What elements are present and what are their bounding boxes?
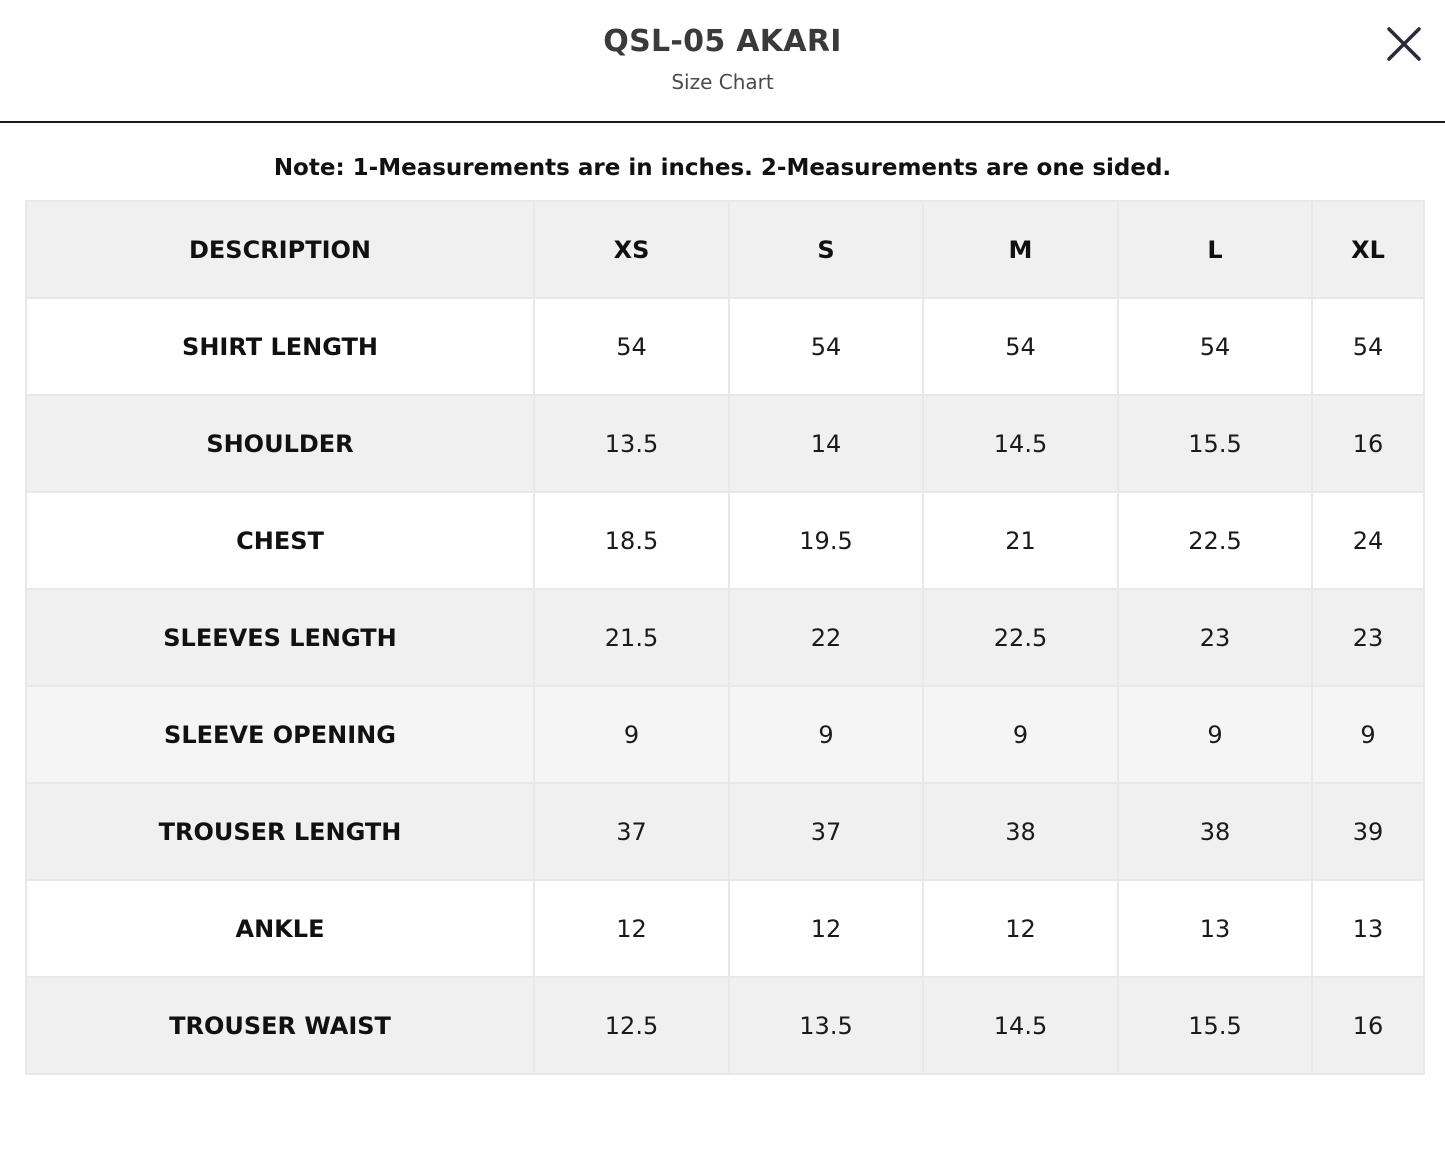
close-button[interactable] — [1385, 25, 1423, 63]
row-label: ANKLE — [25, 879, 535, 978]
table-cell: 15.5 — [1117, 976, 1313, 1075]
table-cell: 22 — [728, 588, 924, 687]
column-header-xl: XL — [1311, 200, 1425, 299]
table-cell: 13.5 — [728, 976, 924, 1075]
table-cell: 9 — [922, 685, 1119, 784]
table-cell: 12 — [728, 879, 924, 978]
table-cell: 16 — [1311, 976, 1425, 1075]
table-cell: 19.5 — [728, 491, 924, 590]
table-cell: 38 — [922, 782, 1119, 881]
close-icon — [1387, 27, 1421, 61]
table-cell: 23 — [1311, 588, 1425, 687]
table-cell: 12 — [922, 879, 1119, 978]
table-cell: 37 — [533, 782, 730, 881]
column-header-xs: XS — [533, 200, 730, 299]
table-cell: 9 — [533, 685, 730, 784]
table-cell: 54 — [533, 297, 730, 396]
row-label: SHIRT LENGTH — [25, 297, 535, 396]
table-cell: 9 — [1117, 685, 1313, 784]
table-cell: 12 — [533, 879, 730, 978]
column-header-m: M — [922, 200, 1119, 299]
table-cell: 23 — [1117, 588, 1313, 687]
row-label: SLEEVES LENGTH — [25, 588, 535, 687]
table-cell: 14.5 — [922, 976, 1119, 1075]
table-cell: 13 — [1311, 879, 1425, 978]
row-label: SLEEVE OPENING — [25, 685, 535, 784]
table-cell: 54 — [1117, 297, 1313, 396]
table-cell: 54 — [1311, 297, 1425, 396]
table-cell: 12.5 — [533, 976, 730, 1075]
size-chart-table: DESCRIPTION XS S M L XL SHIRT LENGTH 54 … — [25, 200, 1425, 1075]
table-cell: 21 — [922, 491, 1119, 590]
table-cell: 22.5 — [922, 588, 1119, 687]
table-cell: 54 — [922, 297, 1119, 396]
column-header-s: S — [728, 200, 924, 299]
row-label: CHEST — [25, 491, 535, 590]
table-row: ANKLE 12 12 12 13 13 — [25, 879, 1425, 978]
table-cell: 15.5 — [1117, 394, 1313, 493]
table-cell: 13 — [1117, 879, 1313, 978]
table-row: SLEEVE OPENING 9 9 9 9 9 — [25, 685, 1425, 784]
row-label: TROUSER LENGTH — [25, 782, 535, 881]
modal-subtitle: Size Chart — [671, 70, 774, 94]
table-header-row: DESCRIPTION XS S M L XL — [25, 200, 1425, 299]
table-cell: 38 — [1117, 782, 1313, 881]
table-cell: 22.5 — [1117, 491, 1313, 590]
table-cell: 9 — [728, 685, 924, 784]
table-row: SHIRT LENGTH 54 54 54 54 54 — [25, 297, 1425, 396]
table-cell: 9 — [1311, 685, 1425, 784]
measurement-note: Note: 1-Measurements are in inches. 2-Me… — [273, 155, 1172, 181]
table-cell: 37 — [728, 782, 924, 881]
table-row: TROUSER LENGTH 37 37 38 38 39 — [25, 782, 1425, 881]
table-cell: 21.5 — [533, 588, 730, 687]
table-cell: 54 — [728, 297, 924, 396]
row-label: TROUSER WAIST — [25, 976, 535, 1075]
table-cell: 14 — [728, 394, 924, 493]
modal-title: QSL-05 AKARI — [603, 24, 842, 59]
table-cell: 14.5 — [922, 394, 1119, 493]
table-cell: 24 — [1311, 491, 1425, 590]
table-row: SHOULDER 13.5 14 14.5 15.5 16 — [25, 394, 1425, 493]
table-cell: 13.5 — [533, 394, 730, 493]
table-cell: 16 — [1311, 394, 1425, 493]
table-cell: 18.5 — [533, 491, 730, 590]
table-row: SLEEVES LENGTH 21.5 22 22.5 23 23 — [25, 588, 1425, 687]
table-row: TROUSER WAIST 12.5 13.5 14.5 15.5 16 — [25, 976, 1425, 1075]
modal-header: QSL-05 AKARI Size Chart — [0, 0, 1445, 123]
row-label: SHOULDER — [25, 394, 535, 493]
table-cell: 39 — [1311, 782, 1425, 881]
column-header-l: L — [1117, 200, 1313, 299]
table-row: CHEST 18.5 19.5 21 22.5 24 — [25, 491, 1425, 590]
column-header-description: DESCRIPTION — [25, 200, 535, 299]
